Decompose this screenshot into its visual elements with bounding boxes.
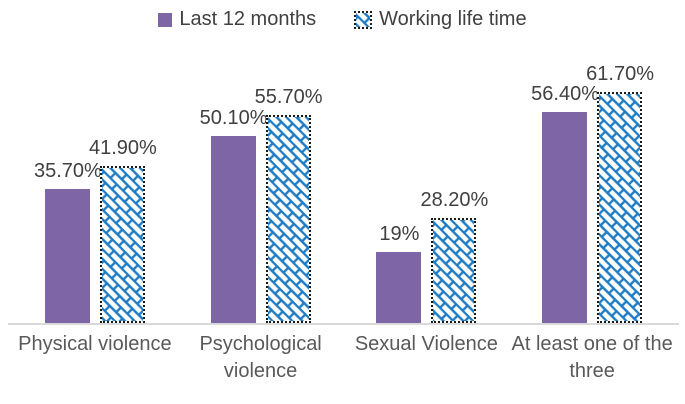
- data-label-last-12-months-physical-violence: 35.70%: [33, 160, 102, 182]
- bar-group-sexual-violence-last-12-months: 19%: [376, 50, 422, 323]
- legend-label-working-life-time: Working life time: [379, 8, 527, 30]
- data-label-last-12-months-at-least-one-of-the-three: 56.40%: [531, 83, 600, 105]
- bar-last-12-months-physical-violence: [44, 189, 90, 323]
- category-label-sexual-violence: Sexual Violence: [354, 333, 498, 355]
- bar-group-sexual-violence-working-life-time: 28.20%: [420, 50, 488, 323]
- category-axis: Physical violence Psychological violence…: [12, 331, 675, 385]
- bar-last-12-months-psychological-violence: [210, 136, 256, 323]
- data-label-last-12-months-psychological-violence: 50.10%: [199, 107, 268, 129]
- data-label-working-life-time-sexual-violence: 28.20%: [420, 189, 489, 211]
- category-label-physical-violence: Physical violence: [18, 333, 172, 355]
- legend-item-working-life-time: Working life time: [354, 8, 527, 31]
- bar-last-12-months-sexual-violence: [376, 252, 422, 323]
- bar-group-physical-violence-working-life-time: 41.90%: [89, 50, 157, 323]
- bar-group-at-least-one-of-the-three-working-life-time: 61.70%: [586, 50, 654, 323]
- bar-group-psychological-violence-working-life-time: 55.70%: [255, 50, 323, 323]
- legend-swatch-solid-icon: [158, 12, 173, 27]
- data-label-last-12-months-sexual-violence: 19%: [379, 223, 420, 245]
- x-axis-line: [8, 323, 679, 325]
- data-label-working-life-time-physical-violence: 41.90%: [88, 137, 157, 159]
- data-label-working-life-time-psychological-violence: 55.70%: [254, 86, 323, 108]
- bar-working-life-time-at-least-one-of-the-three: [597, 92, 643, 323]
- plot-area: 35.70% 41.90% 50.10% 55.70% 19% 28.20% 56.40% 6…: [8, 50, 679, 325]
- bar-group-at-least-one-of-the-three-last-12-months: 56.40%: [531, 50, 599, 323]
- bar-group-psychological-violence-last-12-months: 50.10%: [200, 50, 268, 323]
- bar-working-life-time-physical-violence: [99, 166, 145, 323]
- bar-last-12-months-at-least-one-of-the-three: [542, 112, 588, 323]
- category-label-at-least-one: At least one of the three: [511, 333, 673, 382]
- data-label-working-life-time-at-least-one-of-the-three: 61.70%: [586, 63, 655, 85]
- legend: Last 12 months Working life time: [0, 8, 685, 31]
- legend-item-last-12-months: Last 12 months: [158, 8, 316, 31]
- bar-working-life-time-sexual-violence: [431, 218, 477, 323]
- legend-swatch-pattern-icon: [354, 10, 373, 29]
- bar-working-life-time-psychological-violence: [265, 115, 311, 323]
- bar-group-physical-violence-last-12-months: 35.70%: [34, 50, 102, 323]
- legend-label-last-12-months: Last 12 months: [179, 8, 317, 30]
- category-label-psychological-violence: Psychological violence: [199, 333, 322, 382]
